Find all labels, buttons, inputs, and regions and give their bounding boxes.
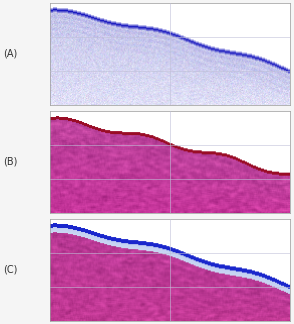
Text: (A): (A) — [3, 49, 17, 59]
Text: (C): (C) — [3, 265, 17, 275]
Text: (B): (B) — [3, 157, 17, 167]
